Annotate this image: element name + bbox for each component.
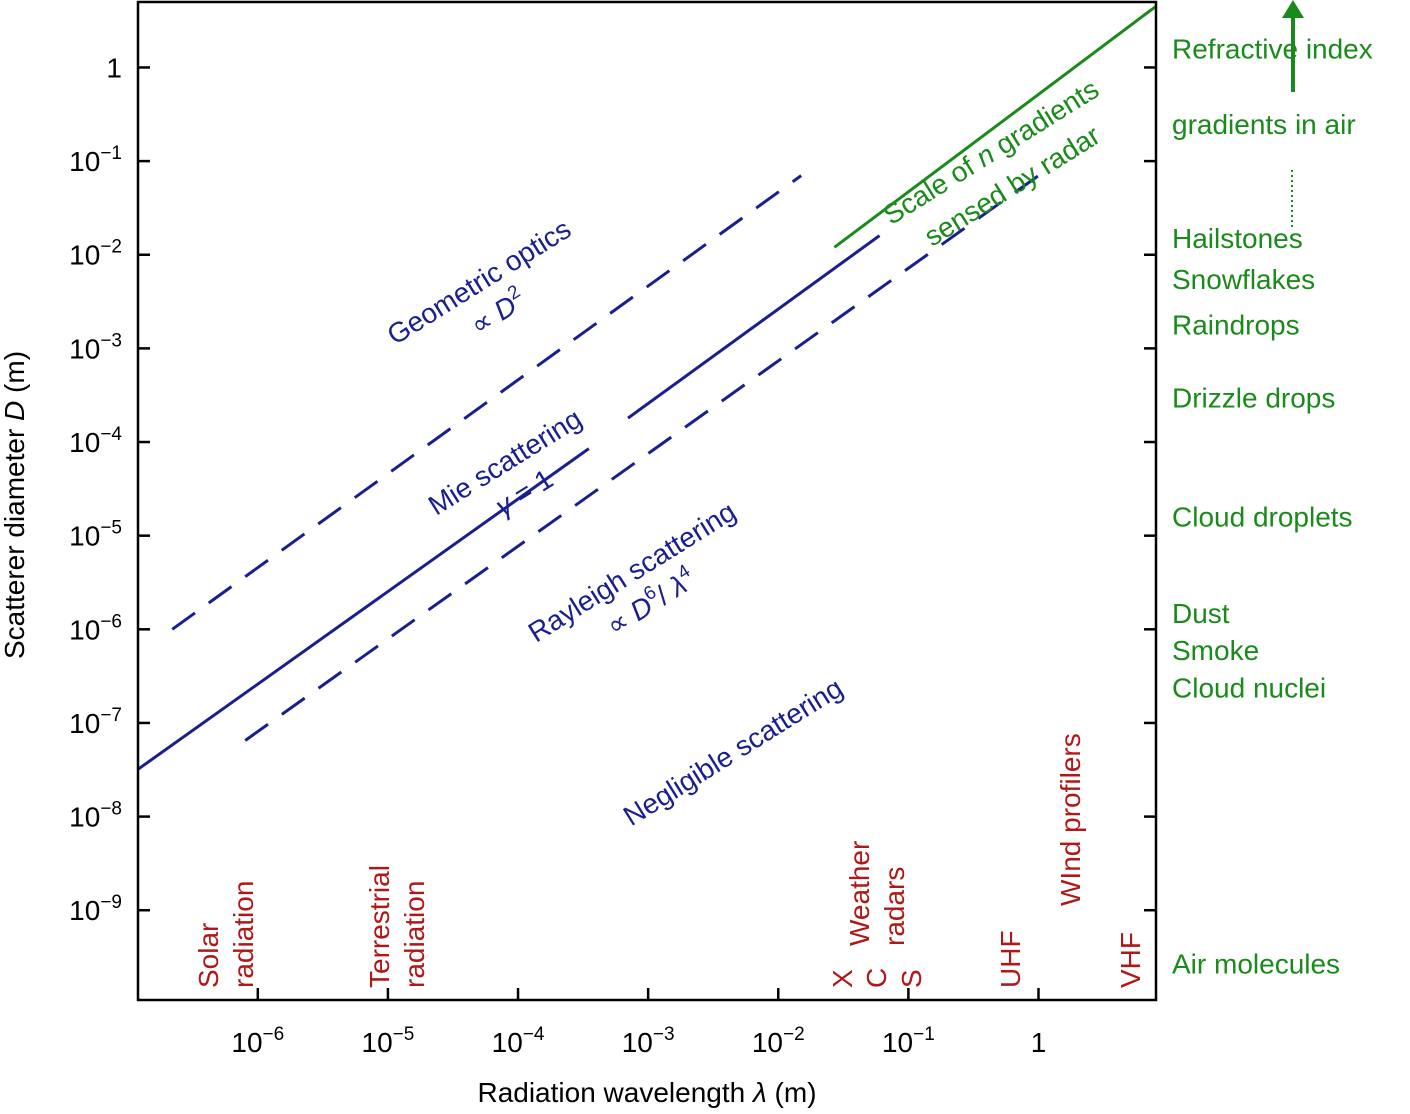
band-weather-line2: radars [879, 867, 910, 946]
y-tick-label: 1 [106, 52, 122, 83]
y-tick-label: 10−6 [69, 611, 122, 645]
y-axis-title: Scatterer diameter D (m) [0, 351, 30, 659]
up-arrow-icon [1282, 0, 1304, 18]
target-cloud-nuclei: Cloud nuclei [1172, 672, 1326, 703]
y-tick-label: 10−1 [69, 143, 122, 177]
x-tick-label: 10−3 [622, 1024, 675, 1058]
n-gradient-line [833, 5, 1157, 249]
band-x: X [827, 969, 858, 988]
y-tick-label: 10−5 [69, 518, 122, 552]
targets-layer: Refractive index gradients in air Hailston… [1172, 33, 1373, 979]
target-cloud-droplets: Cloud droplets [1172, 502, 1353, 533]
geometric-boundary-line [171, 174, 803, 631]
band-wind-profilers: WInd profilers [1055, 733, 1086, 906]
negligible-annotation: Negligible scattering [618, 672, 848, 832]
rayleigh-annotation: Rayleigh scattering ∝ D6/ λ4 [523, 496, 741, 648]
target-raindrops: Raindrops [1172, 309, 1300, 340]
target-dust: Dust [1172, 598, 1230, 629]
y-tick-label: 10−9 [69, 892, 122, 926]
svg-text:Negligible scattering: Negligible scattering [618, 672, 848, 832]
band-terrestrial-line2: radiation [399, 881, 430, 988]
x-tick-label: 10−1 [882, 1024, 935, 1058]
y-tick-label: 10−2 [69, 237, 122, 271]
target-refractive-2: gradients in air [1172, 109, 1356, 140]
x-tick-label: 1 [1031, 1027, 1047, 1058]
rayleigh-boundary-line [244, 174, 1040, 742]
target-smoke: Smoke [1172, 635, 1259, 666]
target-drizzle: Drizzle drops [1172, 382, 1335, 413]
series-layer [137, 5, 1157, 771]
y-tick-label: 10−4 [69, 424, 122, 458]
band-vhf: VHF [1115, 932, 1146, 988]
ticks-layer: 10−6 10−5 10−4 10−3 10−2 10−1 1 1 10−1 10−2 10−3 10… [69, 52, 1156, 1058]
band-weather-line1: Weather [844, 841, 875, 946]
x-tick-label: 10−4 [492, 1024, 545, 1058]
y-tick-label: 10−8 [69, 799, 122, 833]
target-hailstones: Hailstones [1172, 223, 1303, 254]
x-tick-label: 10−5 [362, 1024, 415, 1058]
mie-boundary-line-seg-2 [627, 234, 881, 420]
band-s: S [896, 969, 927, 988]
x-axis-title: Radiation wavelength λ (m) [477, 1077, 816, 1108]
mie-annotation: Mie scattering γ = 1 [423, 403, 587, 522]
x-tick-label: 10−6 [231, 1024, 284, 1058]
y-tick-label: 10−3 [69, 330, 122, 364]
x-tick-label: 10−2 [752, 1024, 805, 1058]
band-terrestrial-line1: Terrestrial [364, 865, 395, 988]
mie-boundary-line-seg-1 [137, 447, 590, 771]
band-solar-line2: radiation [228, 881, 259, 988]
band-solar-line1: Solar [193, 923, 224, 988]
y-tick-label: 10−7 [69, 705, 122, 739]
target-air-molecules: Air molecules [1172, 948, 1340, 979]
band-c: C [861, 968, 892, 988]
geometric-optics-annotation: Geometric optics ∝ D2 [382, 213, 577, 351]
n-gradients-annotation: Scale of n gradients sensed by radar [878, 73, 1106, 252]
target-refractive-1: Refractive index [1172, 33, 1373, 64]
target-snowflakes: Snowflakes [1172, 264, 1315, 295]
band-uhf: UHF [995, 930, 1026, 988]
